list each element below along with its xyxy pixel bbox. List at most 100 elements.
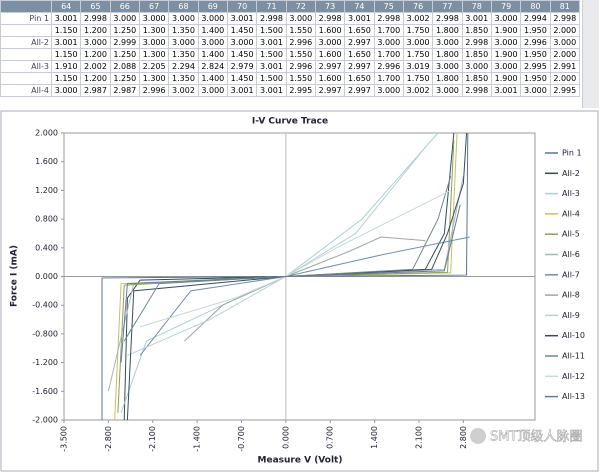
cell: 3.001 xyxy=(256,60,287,73)
row-label xyxy=(0,72,52,85)
cell: 2.991 xyxy=(549,60,581,73)
y-tick-label: 1.200 xyxy=(35,186,58,195)
cell: 1.500 xyxy=(256,24,287,37)
table-row: All-4 3.000 2.987 2.987 2.996 3.002 3.000 3.001… xyxy=(0,84,581,97)
cell: 1.200 xyxy=(80,24,111,37)
cell: 1.900 xyxy=(490,48,522,61)
cell: 1.450 xyxy=(226,72,258,85)
legend-label: All-9 xyxy=(562,311,580,320)
cell: 2.994 xyxy=(520,12,551,25)
cell: 1.150 xyxy=(50,72,82,85)
cell: 3.019 xyxy=(402,60,434,73)
cell: 3.001 xyxy=(226,12,258,25)
cell: 3.000 xyxy=(490,60,522,73)
cell: 3.002 xyxy=(402,12,434,25)
cell: 2.997 xyxy=(344,84,375,97)
cell: 1.850 xyxy=(461,48,492,61)
cell: 2.979 xyxy=(226,60,258,73)
corner-cell xyxy=(0,0,52,13)
legend-label: All-6 xyxy=(562,250,580,259)
cell: 2.088 xyxy=(109,60,140,73)
x-tick-label: 1.400 xyxy=(370,426,379,449)
cell: 1.300 xyxy=(138,48,170,61)
cell: 2.997 xyxy=(314,84,346,97)
cell: 2.987 xyxy=(80,84,111,97)
curve xyxy=(126,132,468,421)
cell: 2.995 xyxy=(549,84,581,97)
data-table: 64 65 66 67 68 69 70 71 72 73 74 75 76 77 78 79 80 81 Pin … xyxy=(0,0,581,97)
cell: 1.650 xyxy=(344,48,375,61)
cell: 1.700 xyxy=(373,48,404,61)
cell: 3.000 xyxy=(197,84,228,97)
legend-label: All-2 xyxy=(562,169,580,178)
y-tick-label: -2.000 xyxy=(32,416,58,425)
cell: 1.500 xyxy=(256,72,287,85)
cell: 2.996 xyxy=(520,36,551,49)
x-tick-label: -1.400 xyxy=(193,426,202,452)
column-header: 68 xyxy=(168,0,199,13)
cell: 3.000 xyxy=(490,36,522,49)
cell: 2.995 xyxy=(520,60,551,73)
cell: 1.600 xyxy=(314,48,346,61)
column-header: 79 xyxy=(490,0,522,13)
column-header: 65 xyxy=(80,0,111,13)
legend-label: All-12 xyxy=(562,372,585,381)
cell: 2.000 xyxy=(549,48,581,61)
cell: 1.850 xyxy=(461,24,492,37)
y-tick-label: -0.800 xyxy=(32,329,58,338)
cell: 3.000 xyxy=(168,12,199,25)
legend-label: Pin 1 xyxy=(562,149,582,158)
scrollbar[interactable] xyxy=(582,0,599,108)
cell: 2.996 xyxy=(138,84,170,97)
cell: 3.001 xyxy=(50,36,82,49)
cell: 1.950 xyxy=(520,72,551,85)
cell: 3.000 xyxy=(226,36,258,49)
cell: 3.001 xyxy=(490,84,522,97)
cell: 2.294 xyxy=(168,60,199,73)
cell: 1.150 xyxy=(50,48,82,61)
column-header: 71 xyxy=(256,0,287,13)
column-header: 72 xyxy=(285,0,316,13)
cell: 2.996 xyxy=(285,36,316,49)
y-tick-label: 0.000 xyxy=(35,272,58,281)
cell: 3.000 xyxy=(50,84,82,97)
cell: 3.001 xyxy=(461,12,492,25)
cell: 1.450 xyxy=(226,24,258,37)
cell: 3.000 xyxy=(490,12,522,25)
column-header: 77 xyxy=(432,0,463,13)
cell: 1.750 xyxy=(402,48,434,61)
row-label: All-3 xyxy=(0,60,52,73)
legend-label: All-10 xyxy=(562,331,585,340)
cell: 3.000 xyxy=(109,12,140,25)
cell: 3.001 xyxy=(256,36,287,49)
row-label: Pin 1 xyxy=(0,12,52,25)
table-row: Pin 1 3.001 2.998 3.000 3.000 3.000 3.000 3.001… xyxy=(0,12,581,25)
cell: 2.998 xyxy=(314,12,346,25)
cell: 2.205 xyxy=(138,60,170,73)
cell: 2.995 xyxy=(285,84,316,97)
cell: 1.350 xyxy=(168,48,199,61)
legend-label: All-4 xyxy=(562,209,580,218)
column-header: 69 xyxy=(197,0,228,13)
column-header: 78 xyxy=(461,0,492,13)
cell: 1.350 xyxy=(168,72,199,85)
cell: 2.000 xyxy=(549,24,581,37)
table-row: 1.150 1.200 1.250 1.300 1.350 1.400 1.450 1.500… xyxy=(0,24,581,37)
y-axis-label: Force I (mA) xyxy=(10,245,20,307)
column-header: 67 xyxy=(138,0,170,13)
cell: 1.850 xyxy=(461,72,492,85)
y-tick-label: -1.200 xyxy=(32,358,58,367)
cell: 3.000 xyxy=(549,36,581,49)
cell: 1.650 xyxy=(344,72,375,85)
x-tick-label: 2.100 xyxy=(414,426,423,449)
cell: 2.998 xyxy=(373,12,404,25)
cell: 1.400 xyxy=(197,48,228,61)
cell: 1.650 xyxy=(344,24,375,37)
cell: 3.000 xyxy=(402,36,434,49)
cell: 1.350 xyxy=(168,24,199,37)
cell: 3.001 xyxy=(50,12,82,25)
table-row: 1.150 1.200 1.250 1.300 1.350 1.400 1.450 1.500… xyxy=(0,72,581,85)
cell: 1.950 xyxy=(520,24,551,37)
column-header: 76 xyxy=(402,0,434,13)
x-tick-label: -0.700 xyxy=(237,426,246,452)
